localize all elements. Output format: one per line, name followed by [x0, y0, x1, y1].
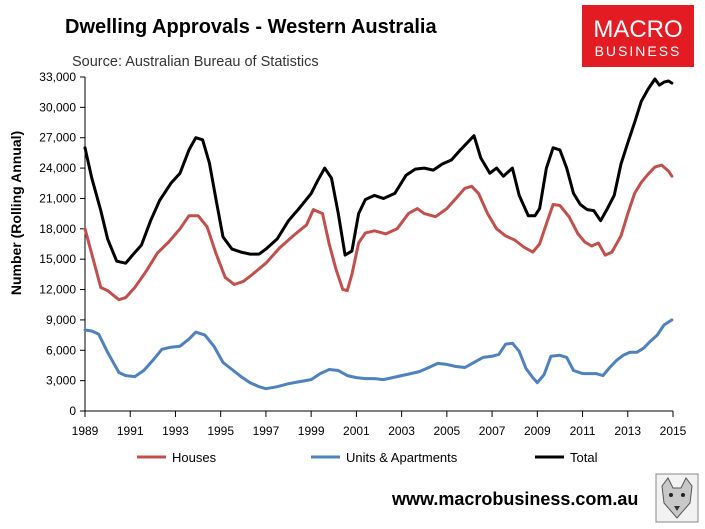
y-tick-label: 15,000: [39, 252, 76, 266]
y-axis-label: Number (Rolling Annual): [8, 131, 24, 295]
y-tick-label: 18,000: [39, 222, 76, 236]
units-apartments-line: [85, 320, 672, 389]
legend-units-apartments: Units & Apartments: [311, 450, 458, 465]
legend-total: Total: [535, 450, 598, 465]
y-axis: 0 3,000 6,000 9,000 12,000 15,000 18,000 21,000…: [39, 70, 85, 418]
logo-line1: MACRO: [593, 16, 682, 43]
macrobusiness-logo: MACRO BUSINESS: [582, 5, 694, 67]
x-tick-label: 1995: [207, 424, 234, 438]
x-tick-label: 2009: [524, 424, 551, 438]
legend-label: Units & Apartments: [346, 450, 458, 465]
x-tick-label: 1989: [72, 424, 99, 438]
legend-label: Total: [570, 450, 598, 465]
x-tick-label: 2013: [614, 424, 641, 438]
y-tick-label: 24,000: [39, 161, 76, 175]
chart-title: Dwelling Approvals - Western Australia: [65, 16, 437, 38]
y-tick-label: 3,000: [46, 374, 76, 388]
x-tick-label: 2015: [660, 424, 687, 438]
x-tick-label: 1991: [117, 424, 144, 438]
y-tick-label: 30,000: [39, 100, 76, 114]
x-tick-label: 1993: [162, 424, 189, 438]
chart-subtitle: Source: Australian Bureau of Statistics: [72, 54, 319, 70]
legend: Houses Units & Apartments Total: [137, 450, 598, 465]
y-tick-label: 9,000: [46, 313, 76, 327]
y-tick-label: 33,000: [39, 70, 76, 84]
footer-url: www.macrobusiness.com.au: [391, 489, 638, 509]
y-tick-label: 6,000: [46, 343, 76, 357]
x-tick-label: 1999: [298, 424, 325, 438]
wolf-icon: [656, 474, 698, 522]
legend-houses: Houses: [137, 450, 217, 465]
x-tick-label: 2011: [570, 424, 596, 438]
x-tick-label: 2003: [388, 424, 415, 438]
x-tick-label: 2007: [479, 424, 506, 438]
legend-label: Houses: [172, 450, 217, 465]
logo-line2: BUSINESS: [595, 43, 682, 59]
chart: Dwelling Approvals - Western Australia S…: [0, 0, 705, 529]
plot-area: [85, 79, 672, 389]
x-tick-label: 1997: [253, 424, 280, 438]
houses-line: [85, 165, 672, 300]
x-tick-label: 2005: [433, 424, 460, 438]
y-tick-label: 21,000: [39, 191, 76, 205]
y-tick-label: 27,000: [39, 131, 76, 145]
x-axis: 1989 1991 1993 1995 1997 1999 2001 2003 2005 2007…: [72, 411, 687, 438]
x-tick-label: 2001: [343, 424, 370, 438]
y-tick-label: 12,000: [39, 283, 76, 297]
y-tick-label: 0: [69, 404, 76, 418]
